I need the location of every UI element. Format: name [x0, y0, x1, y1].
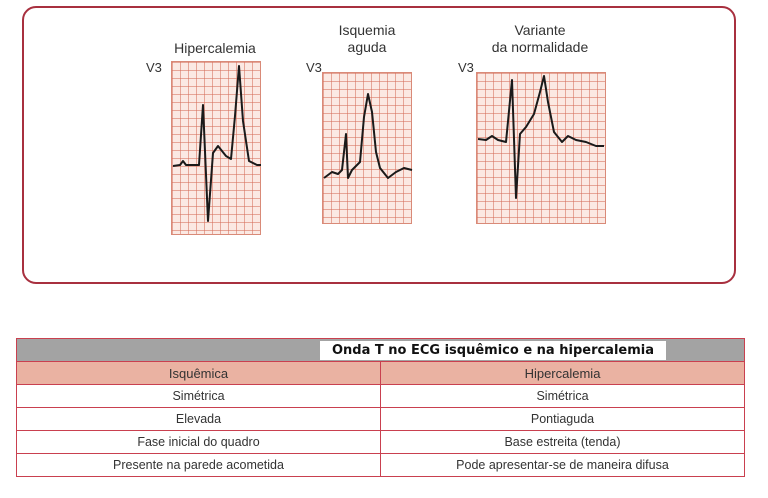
- t-wave-comparison-table: Onda T no ECG isquêmico e na hipercalemi…: [16, 338, 745, 477]
- table-cell: Fase inicial do quadro: [16, 430, 381, 454]
- ecg-trace-isquemia-aguda: [323, 93, 413, 179]
- table-cell: Base estreita (tenda): [380, 430, 745, 454]
- ecg-trace-hipercalemia: [172, 65, 261, 222]
- table-cell: Pontiaguda: [380, 407, 745, 431]
- table-cell: Pode apresentar-se de maneira difusa: [380, 453, 745, 477]
- table-row: Simétrica Simétrica: [16, 384, 745, 408]
- header-hipercalemia: Hipercalemia: [380, 361, 745, 385]
- table-row: Elevada Pontiaguda: [16, 407, 745, 431]
- table-header-row: Isquêmica Hipercalemia: [16, 361, 745, 385]
- table-cell: Presente na parede acometida: [16, 453, 381, 477]
- panel-title-hipercalemia: Hipercalemia: [174, 40, 256, 56]
- table-row: Presente na parede acometida Pode aprese…: [16, 453, 745, 477]
- lead-label-v3: V3: [146, 60, 162, 75]
- lead-label-v3: V3: [458, 60, 474, 75]
- ecg-grid-variante-normalidade: [476, 72, 606, 224]
- header-isquemica: Isquêmica: [16, 361, 381, 385]
- table-cell: Simétrica: [380, 384, 745, 408]
- table-cell: Elevada: [16, 407, 381, 431]
- table-row: Fase inicial do quadro Base estreita (te…: [16, 430, 745, 454]
- table-title: Onda T no ECG isquêmico e na hipercalemi…: [319, 340, 667, 360]
- panel-title-variante-normalidade: Variante da normalidade: [491, 22, 589, 55]
- lead-label-v3: V3: [306, 60, 322, 75]
- ecg-trace-variante-normalidade: [477, 75, 604, 199]
- panel-title-isquemia-aguda: Isquemia aguda: [338, 22, 396, 55]
- table-cell: Simétrica: [16, 384, 381, 408]
- table-title-row: Onda T no ECG isquêmico e na hipercalemi…: [16, 338, 745, 362]
